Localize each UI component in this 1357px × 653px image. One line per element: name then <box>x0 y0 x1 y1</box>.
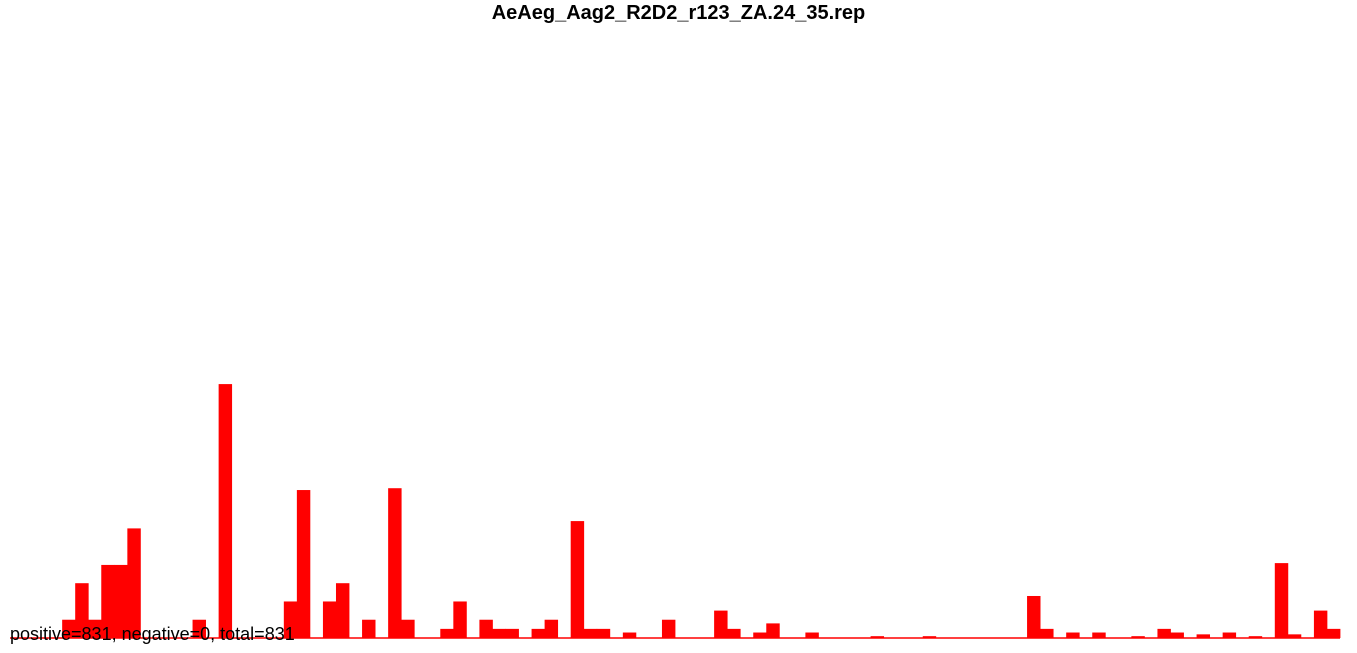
bar <box>1157 628 1171 638</box>
bar <box>62 619 76 638</box>
bar <box>335 583 350 638</box>
bar <box>388 488 402 638</box>
summary-label: positive=831, negative=0, total=831 <box>10 624 295 644</box>
bar <box>870 636 885 638</box>
bar <box>1131 636 1145 638</box>
bar <box>75 583 89 638</box>
bar <box>88 619 102 638</box>
bar <box>727 628 741 638</box>
bar <box>1287 634 1302 638</box>
bar <box>296 490 311 638</box>
bar <box>1326 628 1341 638</box>
bar <box>544 619 559 638</box>
bar <box>622 632 637 638</box>
bar <box>440 628 454 638</box>
bar <box>1274 563 1289 638</box>
bar <box>661 619 676 638</box>
bar <box>570 521 585 638</box>
bar <box>531 628 546 638</box>
bar <box>114 564 128 638</box>
bar <box>1222 632 1237 638</box>
bar <box>218 384 233 638</box>
bar <box>362 619 376 638</box>
bar <box>505 628 519 638</box>
bar <box>596 628 611 638</box>
bar <box>805 632 819 638</box>
bar <box>1170 632 1184 638</box>
bar <box>283 601 298 638</box>
bar <box>401 619 415 638</box>
bar <box>766 623 780 638</box>
chart-title: AeAeg_Aag2_R2D2_r123_ZA.24_35.rep <box>491 2 866 24</box>
bar <box>922 636 937 638</box>
bar <box>1092 632 1106 638</box>
bar <box>1040 628 1054 638</box>
bars-group <box>62 384 1341 638</box>
bar <box>453 601 467 638</box>
bar <box>1196 634 1211 638</box>
bar <box>1066 632 1080 638</box>
bar <box>1027 595 1041 638</box>
bar <box>192 619 206 638</box>
bar <box>492 628 506 638</box>
bar <box>1248 636 1263 638</box>
bar <box>322 601 337 638</box>
bar <box>583 628 598 638</box>
bar <box>101 564 115 638</box>
bar <box>479 619 493 638</box>
bar <box>1313 610 1328 638</box>
bar <box>127 528 141 638</box>
bar <box>714 610 728 638</box>
bar <box>753 632 767 638</box>
